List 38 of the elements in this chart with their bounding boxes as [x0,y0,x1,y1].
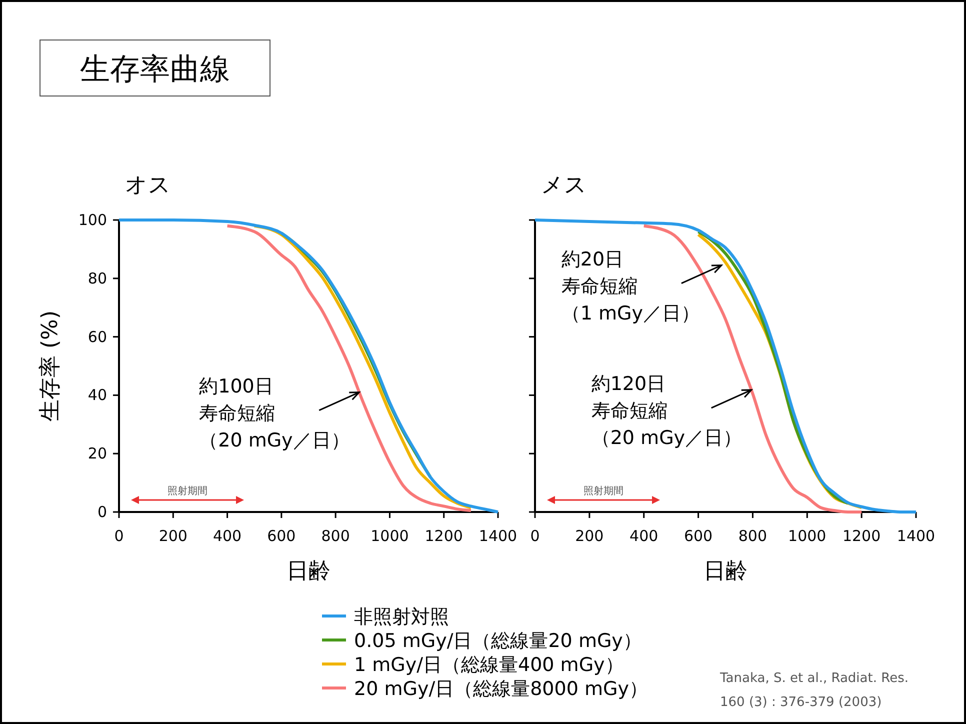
x-tick-label: 0 [114,527,124,545]
y-tick-label: 40 [88,386,107,404]
annotation: 照射期間 [584,485,624,497]
x-tick-label: 400 [630,527,658,545]
x-tick-label: 1000 [370,527,409,545]
legend-label: 0.05 mGy/日（総線量20 mGy） [354,630,642,652]
annotation: 約20日寿命短縮（1 mGy／日） [561,248,700,324]
x-tick-label: 800 [321,527,350,545]
legend-label: 1 mGy/日（総線量400 mGy） [354,654,624,676]
chart-subtitle: オス [125,173,171,198]
x-tick-label: 200 [158,527,188,545]
y-tick-label: 60 [88,328,107,346]
x-tick-label: 1400 [478,527,518,545]
y-axis-title: 生存率 (%) [38,310,63,422]
annotation: 約120日寿命短縮（20 mGy／日） [591,372,742,449]
legend-label: 非照射対照 [354,606,449,628]
x-tick-label: 400 [212,527,242,545]
legend-label: 20 mGy/日（総線量8000 mGy） [354,678,648,700]
x-tick-label: 200 [575,527,604,545]
text: Tanaka, S. et al., Radiat. Res. 160 (3) : 376-379 (2003) [719,671,908,710]
x-axis-title: 日齢 [286,559,330,584]
y-tick-label: 0 [97,503,107,521]
y-tick-label: 20 [88,444,107,463]
x-tick-label: 800 [738,527,768,545]
x-tick-label: 1200 [424,527,463,545]
x-tick-label: 600 [267,527,296,545]
annotation: 照射期間 [168,485,208,497]
x-axis-title: 日齢 [704,559,748,584]
x-tick-label: 0 [530,527,540,545]
chart-title: 生存率曲線 [80,52,230,87]
annotation: 約100日寿命短縮（20 mGy／日） [199,375,350,452]
x-tick-label: 1400 [896,527,936,545]
x-tick-label: 1000 [788,527,826,545]
y-tick-label: 100 [78,211,107,229]
y-tick-label: 80 [88,269,107,288]
x-tick-label: 600 [684,527,713,545]
x-tick-label: 1200 [842,527,881,545]
chart-subtitle: メス [541,173,587,198]
